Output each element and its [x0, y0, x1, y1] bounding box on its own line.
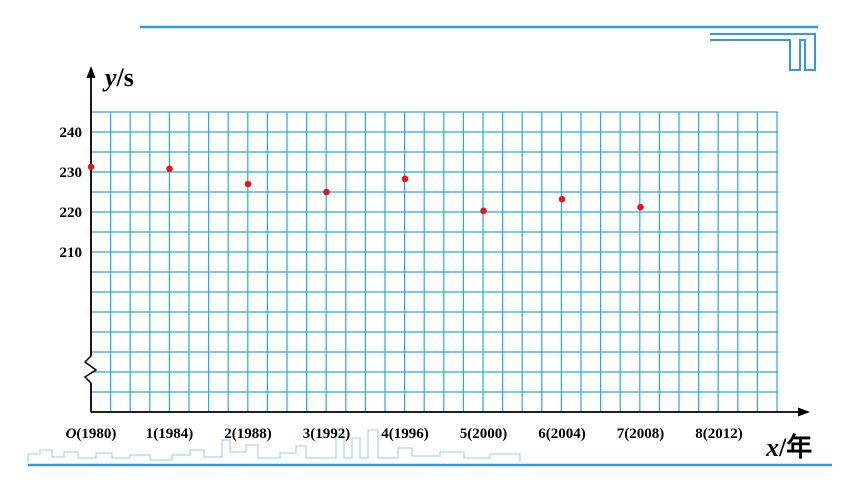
data-points — [87, 163, 644, 215]
y-axis-title: y/s — [102, 63, 134, 92]
x-tick-label: 2(1988) — [224, 426, 272, 442]
data-point — [323, 188, 330, 196]
origin-label: O — [66, 426, 77, 442]
skyline-outline — [27, 429, 521, 462]
slide-decor — [27, 25, 832, 467]
x-tick-label: 6(2004) — [538, 426, 586, 442]
x-tick-year: (1980) — [76, 426, 116, 442]
x-tick-label: 7(2008) — [617, 426, 665, 442]
x-axis-var: x — [765, 433, 779, 462]
skyline-decor — [27, 429, 521, 462]
y-tick-label: 230 — [60, 165, 83, 181]
x-tick-label: 3(1992) — [303, 426, 351, 442]
axes — [83, 66, 810, 417]
corner-bracket-icon — [710, 33, 816, 71]
data-point — [244, 180, 252, 188]
y-axis-arrow-icon — [86, 66, 96, 78]
y-axis-unit: /s — [116, 63, 134, 92]
x-tick-labels: O(1980) 1(1984) 2(1988) 3(1992) 4(1996) 5(200… — [66, 426, 743, 442]
x-axis-unit: /年 — [778, 432, 812, 462]
y-tick-label: 210 — [60, 245, 83, 261]
grid — [91, 111, 778, 412]
x-tick-label: 1(1984) — [146, 426, 194, 442]
data-point — [480, 207, 487, 215]
data-point — [401, 175, 409, 183]
data-point — [637, 203, 644, 211]
data-point — [87, 163, 95, 171]
y-axis-break — [83, 355, 98, 384]
x-tick-label: 5(2000) — [460, 426, 508, 442]
y-axis-var: y — [102, 63, 117, 92]
x-tick-label: O(1980) — [66, 426, 117, 442]
x-axis-arrow-icon — [798, 407, 810, 417]
y-tick-label: 220 — [60, 205, 83, 221]
x-axis-title: x/年 — [765, 432, 812, 462]
x-tick-label: 8(2012) — [695, 426, 743, 442]
y-tick-label: 240 — [60, 125, 83, 141]
x-tick-label: 4(1996) — [381, 426, 429, 442]
data-point — [558, 195, 566, 203]
data-point — [166, 165, 173, 173]
y-tick-labels: 240 230 220 210 — [60, 125, 83, 261]
